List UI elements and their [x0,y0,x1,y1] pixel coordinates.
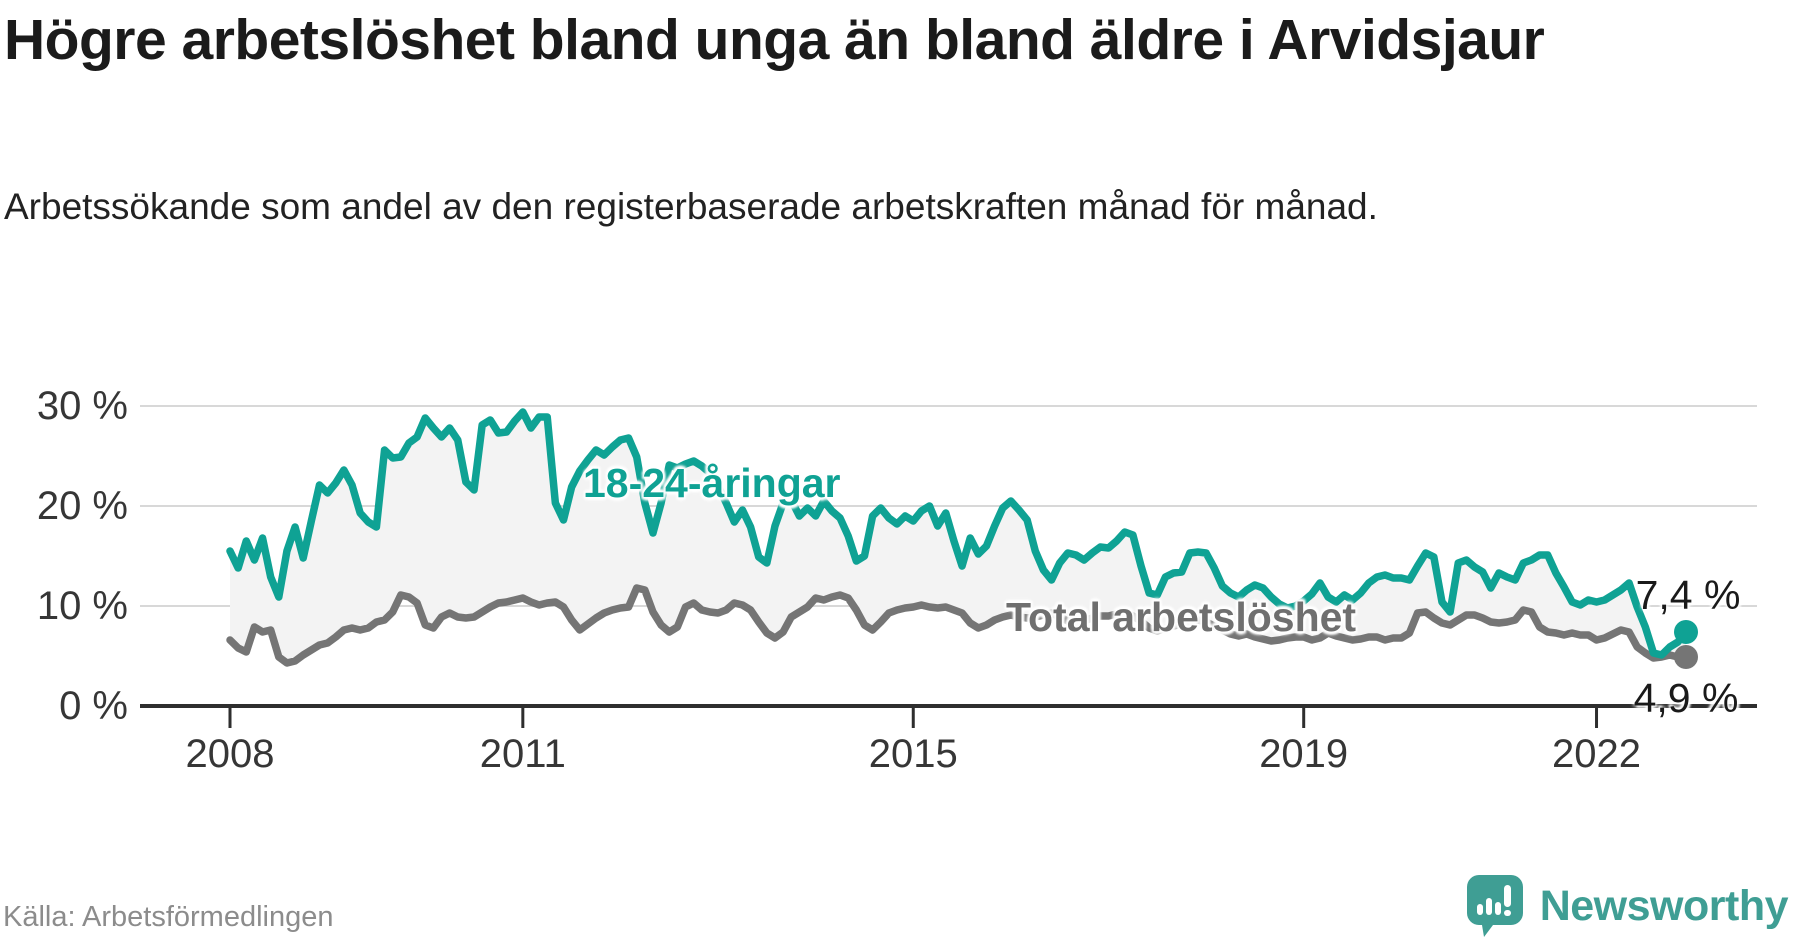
y-axis-label: 30 % [36,384,128,428]
endpoint-dot-youth [1674,620,1698,644]
subtitle: Arbetssökande som andel av den registerb… [4,186,1378,227]
x-axis-label: 2015 [868,732,958,776]
x-axis-label: 2008 [185,732,275,776]
x-axis-label: 2019 [1259,732,1349,776]
series-label-total: Total arbetslöshet [1006,594,1357,640]
y-axis-label: 0 % [59,684,128,728]
series-label-youth: 18-24-åringar [583,460,841,506]
endpoint-value-youth: 7,4 % [1635,572,1741,618]
x-axis-label: 2011 [479,732,566,776]
x-axis-label: 2022 [1552,732,1641,776]
line-total-unemployment [226,584,1690,667]
newsworthy-brand: Newsworthy [1466,874,1789,938]
bars-and-exclamation [1476,885,1511,916]
page-title: Högre arbetslöshet bland unga än bland ä… [4,8,1545,72]
y-axis-label: 20 % [36,484,128,528]
endpoint-dot-total [1674,645,1698,669]
newsworthy-wordmark: Newsworthy [1539,881,1789,930]
endpoint-value-total: 4,9 % [1633,675,1739,721]
area-between-series [230,412,1686,663]
line-youth-unemployment [226,408,1690,659]
newsworthy-logo-icon [1466,875,1523,937]
source-note: Källa: Arbetsförmedlingen [3,901,334,933]
y-axis-label: 10 % [36,584,128,628]
